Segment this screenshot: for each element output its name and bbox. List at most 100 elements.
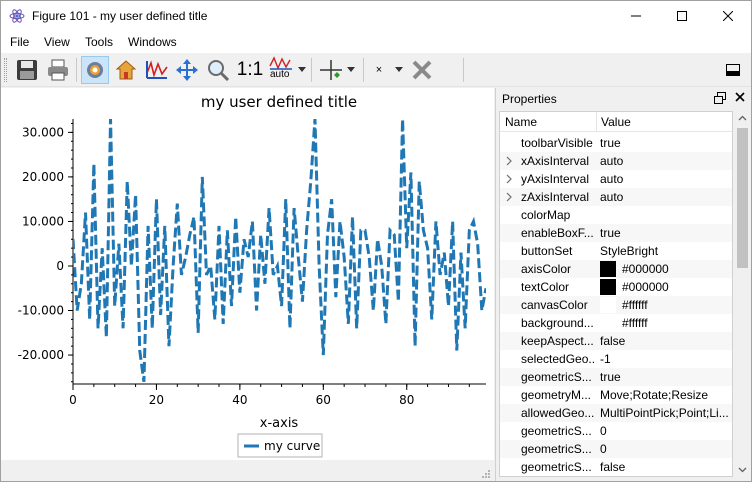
resize-grip-icon[interactable] xyxy=(481,469,491,479)
property-value[interactable]: true xyxy=(600,370,621,384)
property-row[interactable]: colorMap xyxy=(500,206,732,224)
home-button[interactable] xyxy=(112,56,140,84)
maximize-button[interactable] xyxy=(659,1,705,31)
delete-x-icon xyxy=(412,60,432,80)
property-row[interactable]: buttonSet StyleBright xyxy=(500,242,732,260)
property-row[interactable]: zAxisInterval auto xyxy=(500,188,732,206)
property-row[interactable]: allowedGeo... MultiPointPick;Point;Li... xyxy=(500,404,732,422)
app-atom-icon xyxy=(9,9,25,23)
property-name: geometricS... xyxy=(521,460,592,474)
property-row[interactable]: geometricS... true xyxy=(500,368,732,386)
scroll-down-icon[interactable] xyxy=(735,462,750,477)
column-header-name[interactable]: Name xyxy=(505,115,538,129)
pan-button[interactable] xyxy=(173,56,201,84)
property-row[interactable]: geometryM... Move;Rotate;Resize xyxy=(500,386,732,404)
property-value[interactable]: false xyxy=(600,334,626,348)
marker-button[interactable] xyxy=(317,56,345,84)
marker-style-dropdown[interactable] xyxy=(393,56,405,84)
y-tick-label: -20.000 xyxy=(18,348,64,362)
property-row[interactable]: geometricS... 0 xyxy=(500,440,732,458)
property-name: geometricS... xyxy=(521,442,592,456)
property-value[interactable]: true xyxy=(600,226,621,240)
property-name: xAxisInterval xyxy=(521,154,590,168)
magnifier-icon xyxy=(208,60,229,81)
property-row[interactable]: xAxisInterval auto xyxy=(500,152,732,170)
property-row[interactable]: selectedGeo... -1 xyxy=(500,350,732,368)
x-tick-label: 20 xyxy=(149,393,164,407)
chevron-right-icon[interactable] xyxy=(505,156,513,166)
property-row[interactable]: yAxisInterval auto xyxy=(500,170,732,188)
menu-view[interactable]: View xyxy=(44,35,70,49)
close-dock-icon[interactable] xyxy=(734,91,746,103)
window-title: Figure 101 - my user defined title xyxy=(32,9,208,23)
legend-entry: my curve xyxy=(264,439,320,453)
property-value[interactable]: auto xyxy=(600,190,624,204)
property-row[interactable]: axisColor #000000 xyxy=(500,260,732,278)
property-row[interactable]: textColor #000000 xyxy=(500,278,732,296)
header-divider[interactable] xyxy=(596,112,597,132)
y-tick-label: 10.000 xyxy=(22,214,64,228)
toolbar-grip[interactable] xyxy=(4,58,7,82)
property-table[interactable]: Name Value toolbarVisible true xAxisInterv… xyxy=(499,111,733,477)
property-row[interactable]: geometricS... false xyxy=(500,458,732,476)
scrollbar-thumb[interactable] xyxy=(737,128,748,268)
plot-picker-button[interactable] xyxy=(143,56,171,84)
plot-canvas[interactable]: my user defined title 30.000 20.000 10.000… xyxy=(1,88,494,460)
save-icon xyxy=(17,60,37,80)
property-row[interactable]: toolbarVisible true xyxy=(500,134,732,152)
delete-markers-button[interactable] xyxy=(408,56,436,84)
float-dock-icon[interactable] xyxy=(714,92,726,104)
property-value[interactable]: auto xyxy=(600,172,624,186)
property-row[interactable]: enableBoxF... true xyxy=(500,224,732,242)
aspect-ratio-button[interactable]: 1:1 xyxy=(235,56,265,84)
property-value[interactable]: 0 xyxy=(600,442,607,456)
toggle-dock-button[interactable] xyxy=(721,56,745,84)
property-value[interactable]: MultiPointPick;Point;Li... xyxy=(600,406,729,420)
marker-dropdown[interactable] xyxy=(345,56,357,84)
property-value[interactable]: #ffffff xyxy=(622,316,648,330)
menu-file[interactable]: File xyxy=(10,35,30,49)
property-value[interactable]: #ffffff xyxy=(622,298,648,312)
property-row[interactable]: background... #ffffff xyxy=(500,314,732,332)
save-button[interactable] xyxy=(13,56,41,84)
property-scrollbar[interactable] xyxy=(735,111,750,477)
properties-button[interactable] xyxy=(81,56,109,84)
ratio-label: 1:1 xyxy=(236,59,264,80)
property-name: canvasColor xyxy=(521,298,588,312)
property-row[interactable]: canvasColor #ffffff xyxy=(500,296,732,314)
property-value[interactable]: Move;Rotate;Resize xyxy=(600,388,709,402)
zoom-button[interactable] xyxy=(204,56,232,84)
dock-title-bar[interactable]: Properties xyxy=(496,88,751,110)
chevron-right-icon[interactable] xyxy=(505,192,513,202)
property-value[interactable]: -1 xyxy=(600,352,611,366)
property-value[interactable]: #000000 xyxy=(622,262,669,276)
column-header-value[interactable]: Value xyxy=(601,115,631,129)
scroll-up-icon[interactable] xyxy=(735,111,750,126)
marker-style-button[interactable]: × xyxy=(369,56,389,84)
property-value[interactable]: false xyxy=(600,460,626,474)
print-button[interactable] xyxy=(44,56,72,84)
color-swatch[interactable] xyxy=(600,315,616,331)
property-row[interactable]: geometricS... 0 xyxy=(500,422,732,440)
menu-windows[interactable]: Windows xyxy=(128,35,177,49)
auto-scale-dropdown[interactable] xyxy=(296,56,308,84)
property-row[interactable]: keepAspect... false xyxy=(500,332,732,350)
property-name: colorMap xyxy=(521,208,571,222)
property-name: allowedGeo... xyxy=(521,406,595,420)
close-window-button[interactable] xyxy=(705,1,751,31)
property-value[interactable]: StyleBright xyxy=(600,244,659,258)
property-value[interactable]: #000000 xyxy=(622,280,669,294)
chevron-right-icon[interactable] xyxy=(505,174,513,184)
color-swatch[interactable] xyxy=(600,261,616,277)
property-value[interactable]: auto xyxy=(600,154,624,168)
minimize-button[interactable] xyxy=(613,1,659,31)
auto-scale-button[interactable]: auto xyxy=(268,56,296,84)
menu-tools[interactable]: Tools xyxy=(85,35,114,49)
property-value[interactable]: true xyxy=(600,136,621,150)
property-name: enableBoxF... xyxy=(521,226,594,240)
property-value[interactable]: 0 xyxy=(600,424,607,438)
menu-bar: File View Tools Windows xyxy=(1,31,751,53)
color-swatch[interactable] xyxy=(600,297,616,313)
series-line-my-curve xyxy=(73,119,486,382)
color-swatch[interactable] xyxy=(600,279,616,295)
